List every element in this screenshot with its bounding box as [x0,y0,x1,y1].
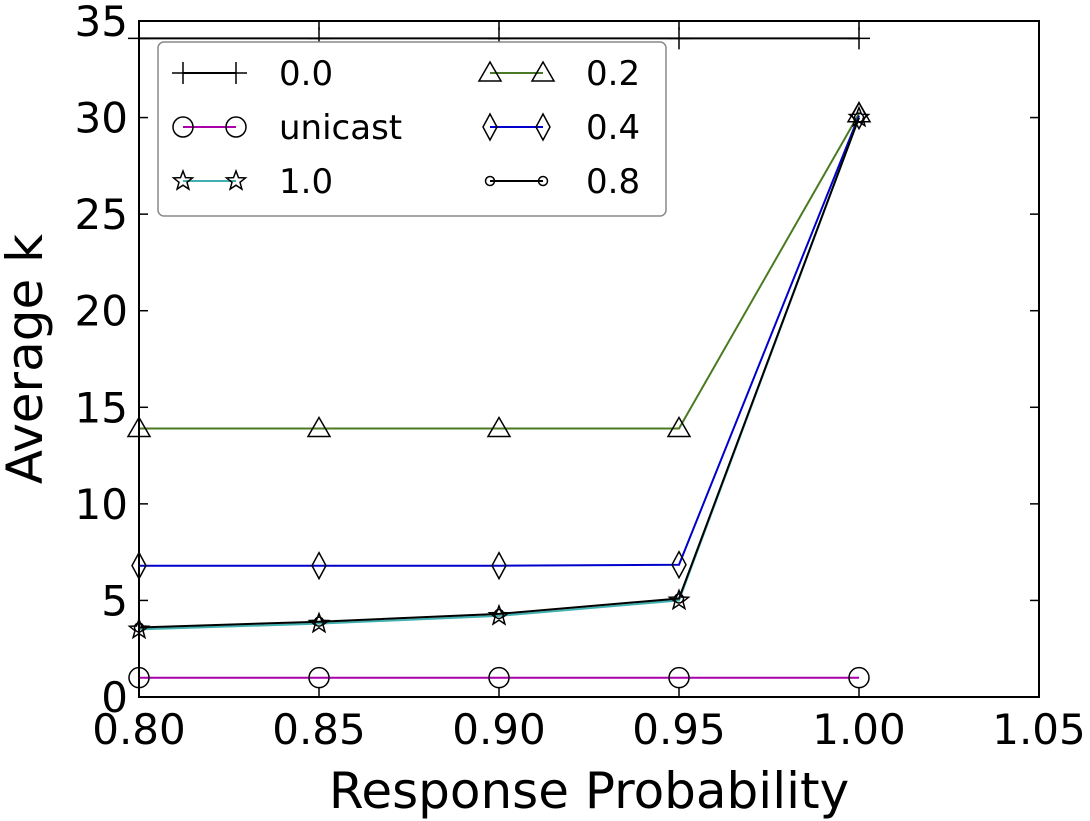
x-tick-label: 0.85 [272,705,366,754]
legend-marker-start [172,62,194,84]
data-point-0.4-3 [671,550,687,580]
x-tick-label: 1.05 [992,705,1086,754]
legend-marker-end [535,112,551,142]
data-point-1.0-3 [667,588,691,611]
series-line-0.2 [139,113,860,430]
data-point-0.4-1 [311,551,327,581]
legend-entry-0.4: 0.4 [482,108,640,148]
data-point-0.2-3 [666,416,692,438]
plot-frame [138,20,1040,698]
data-point-unicast-3 [668,666,690,689]
legend-entry-0.2: 0.2 [477,54,640,94]
y-axis-label: Average k [0,234,54,484]
x-tick-label: 0.90 [452,705,546,754]
x-axis-label: Response Probability [329,762,849,820]
data-point-0.8-3 [673,593,685,604]
data-point-0.8-1 [313,616,325,627]
y-tick-label: 5 [101,576,128,625]
y-tick-label: 10 [75,480,128,529]
legend-marker-end [225,62,247,84]
series-line-0.8 [138,117,860,629]
y-tick-label: 30 [75,94,128,143]
data-point-0.2-2 [486,416,512,438]
y-tick-label: 0 [101,673,128,722]
data-point-unicast-4 [848,666,870,689]
y-tick-label: 35 [75,0,128,46]
x-tick-label: 0.80 [92,705,186,754]
legend-entry-1.0: 1.0 [171,162,333,202]
x-tick-label: 0.95 [632,705,726,754]
legend-marker-end [537,175,549,187]
y-tick-label: 20 [75,287,128,336]
legend-marker-start [172,116,194,138]
ticks-layer: 0.80 0.85 0.90 0.95 1.00 1.05 0 5 10 15 20 25 30 35 [75,0,1086,754]
data-point-0.4-4 [851,101,867,131]
legend-label: 0.0 [279,54,333,94]
legend-entry-0.8: 0.8 [484,162,640,202]
legend-label: 1.0 [279,162,333,202]
legend-label: 0.8 [586,162,640,202]
legend-box [157,41,667,217]
series-unicast [128,666,870,689]
data-point-0.4-2 [491,551,507,581]
y-tick-label: 15 [75,383,128,432]
legend-entry-0.0: 0.0 [172,54,333,94]
legend-label: 0.2 [586,54,640,94]
legend-marker-end [225,116,247,138]
data-point-0.8-2 [493,608,505,620]
legend-label: 0.4 [586,108,640,148]
legend-marker-end [224,168,248,191]
data-point-0.0-3 [668,27,690,50]
series-line-0.4 [139,115,860,567]
y-tick-label: 25 [75,190,128,239]
legend-marker-start [171,168,195,191]
legend-marker-start [482,112,498,142]
legend: 0.0 0.2 unicast 0.4 1.0 0.8 [157,41,667,217]
legend-marker-start [477,60,503,82]
legend-marker-start [484,175,496,187]
data-point-unicast-2 [488,666,510,689]
data-point-0.2-1 [306,416,332,438]
legend-label: unicast [279,108,402,148]
data-point-0.8-4 [853,112,865,123]
data-point-0.0-4 [848,27,870,50]
legend-entry-unicast: unicast [172,108,402,148]
x-tick-label: 1.00 [812,705,906,754]
legend-marker-end [530,60,556,82]
data-point-unicast-1 [308,666,330,689]
